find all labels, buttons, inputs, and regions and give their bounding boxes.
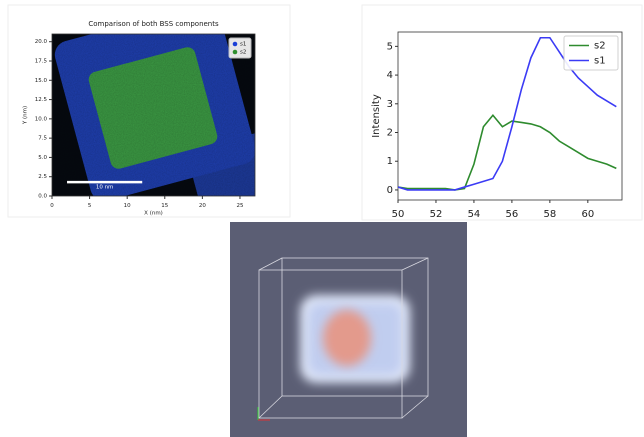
- x-tick-label: 56: [506, 209, 519, 220]
- y-tick-label: 5: [387, 41, 393, 52]
- y-axis-label: Y (nm): [23, 106, 29, 125]
- legend-marker: [232, 49, 238, 55]
- y-tick-label: 3: [387, 99, 393, 110]
- line-series: [398, 114, 617, 191]
- y-tick-label: 2: [387, 128, 393, 139]
- y-tick-label: 15.0: [35, 78, 48, 84]
- x-axis-label: X (nm): [144, 211, 163, 217]
- y-tick-label: 2.5: [38, 174, 47, 180]
- x-tick-label: 5: [88, 203, 92, 209]
- legend-label: s2: [240, 50, 246, 56]
- plot-frame: [51, 33, 256, 197]
- y-tick-label: 20.0: [35, 39, 48, 45]
- legend-label: s2: [594, 41, 606, 52]
- x-tick-label: 52: [430, 209, 443, 220]
- x-tick-label: 54: [468, 209, 481, 220]
- x-tick-label: 60: [581, 209, 594, 220]
- y-tick-label: 7.5: [38, 136, 47, 142]
- y-tick-label: 5.0: [38, 155, 47, 161]
- x-tick-label: 20: [199, 203, 206, 209]
- y-axis-label: Intensity: [371, 94, 382, 138]
- x-tick-label: 0: [50, 203, 54, 209]
- chart-title: Comparison of both BSS components: [88, 20, 219, 28]
- y-tick-label: 0: [387, 185, 393, 196]
- legend-label: s1: [594, 56, 606, 67]
- plot-frame: [397, 31, 623, 201]
- y-tick-label: 17.5: [35, 59, 48, 65]
- plot-area: [398, 36, 617, 191]
- y-tick-label: 1: [387, 156, 393, 167]
- y-tick-label: 4: [387, 70, 393, 81]
- scale-bar-label: 10 nm: [96, 185, 114, 191]
- volume-render: [230, 222, 467, 437]
- y-tick-label: 10.0: [35, 116, 48, 122]
- x-tick-label: 15: [161, 203, 168, 209]
- x-tick-label: 10: [124, 203, 131, 209]
- legend-box: [563, 35, 619, 71]
- y-tick-label: 12.5: [35, 97, 48, 103]
- image-map: [52, 34, 255, 196]
- legend-label: s1: [240, 42, 246, 48]
- x-tick-label: 50: [392, 209, 405, 220]
- line-series: [398, 36, 617, 191]
- x-tick-label: 25: [236, 203, 243, 209]
- legend-marker: [232, 41, 238, 47]
- y-tick-label: 0.0: [38, 194, 47, 200]
- x-tick-label: 58: [543, 209, 556, 220]
